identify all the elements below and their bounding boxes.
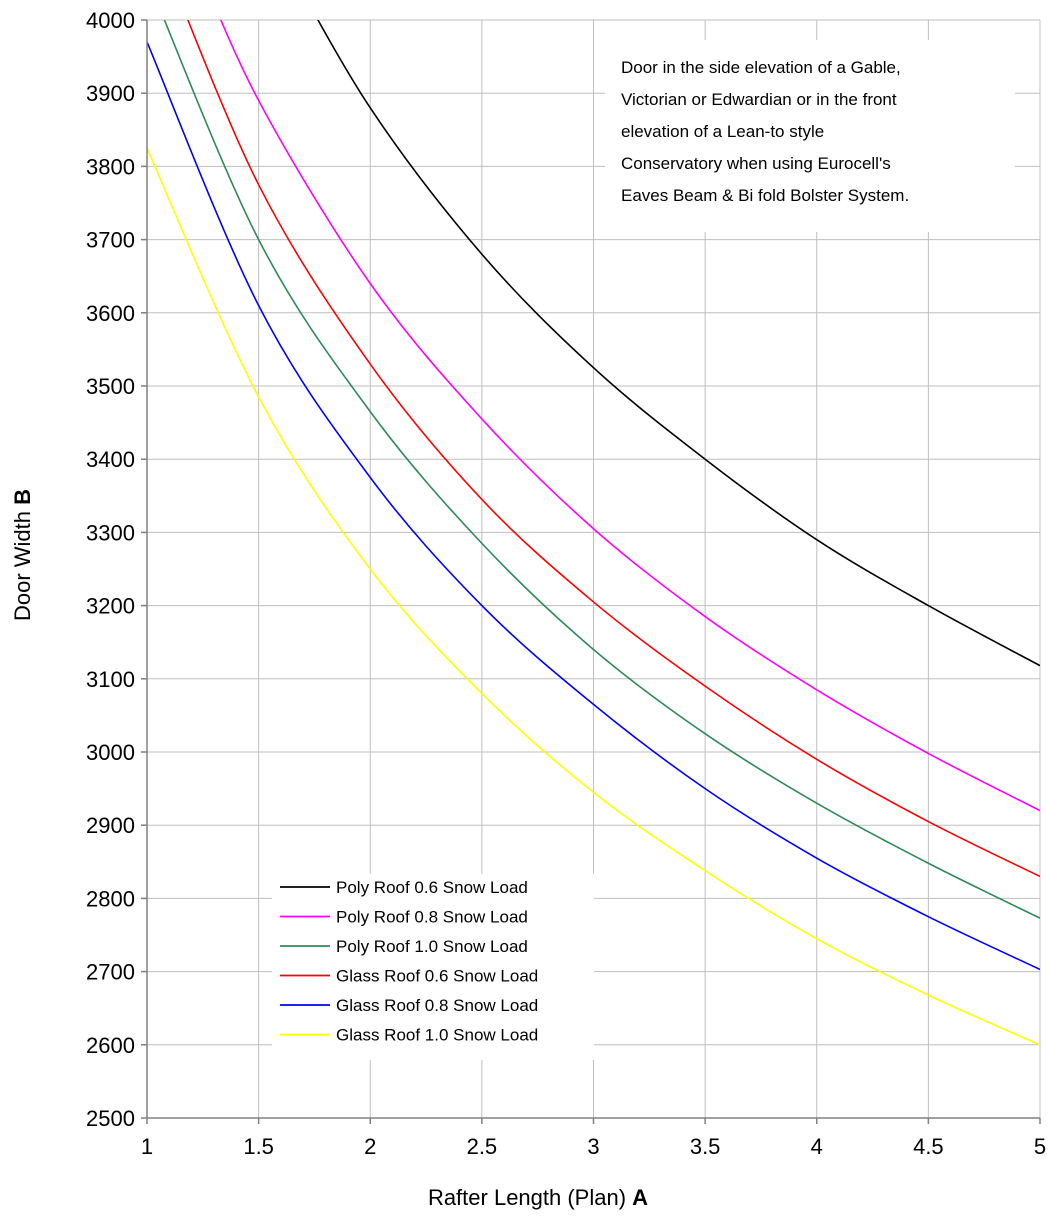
x-tick-label: 1.5 [243, 1134, 274, 1159]
annotation-background [605, 40, 1015, 232]
x-axis-title-bold: A [632, 1185, 648, 1210]
y-tick-label: 3500 [86, 374, 135, 399]
y-axis-title-text: Door Width [10, 511, 35, 621]
y-tick-label: 2600 [86, 1033, 135, 1058]
y-tick-label: 3700 [86, 228, 135, 253]
series-line-3 [163, 20, 1040, 919]
y-tick-label: 4000 [86, 8, 135, 33]
legend-entry: Glass Roof 0.8 Snow Load [336, 996, 538, 1015]
annotation-line: Victorian or Edwardian or in the front [621, 90, 897, 109]
annotation-box: Door in the side elevation of a Gable, Vi… [605, 40, 1015, 232]
y-tick-label: 3100 [86, 667, 135, 692]
annotation-text: Door in the side elevation of a Gable, Vi… [621, 58, 909, 205]
x-axis-title: Rafter Length (Plan) A [428, 1185, 648, 1210]
x-tick-label: 5 [1034, 1134, 1046, 1159]
y-tick-label: 3400 [86, 447, 135, 472]
y-axis-title-bold: B [10, 489, 35, 505]
legend-entry: Poly Roof 0.6 Snow Load [336, 878, 528, 897]
y-tick-label: 3600 [86, 301, 135, 326]
series-line-4 [187, 20, 1040, 878]
x-tick-label: 2 [364, 1134, 376, 1159]
annotation-line: elevation of a Lean-to style [621, 122, 824, 141]
x-tick-label: 4.5 [913, 1134, 944, 1159]
y-tick-label: 2500 [86, 1106, 135, 1131]
series-line-1 [317, 20, 1040, 667]
annotation-line: Door in the side elevation of a Gable, [621, 58, 901, 77]
legend-background [272, 874, 594, 1060]
series-line-6 [147, 147, 1040, 1046]
axes [141, 19, 1041, 1124]
legend-entry: Poly Roof 0.8 Snow Load [336, 908, 528, 927]
y-tick-label: 2700 [86, 960, 135, 985]
y-tick-label: 3000 [86, 740, 135, 765]
x-tick-label: 1 [141, 1134, 153, 1159]
y-axis-title: Door Width B [10, 489, 35, 621]
y-tick-label: 3900 [86, 81, 135, 106]
x-tick-labels: 1 1.5 2 2.5 3 3.5 4 4.5 5 [141, 1134, 1046, 1159]
series-lines [147, 20, 1040, 1046]
legend-entry: Glass Roof 0.6 Snow Load [336, 967, 538, 986]
x-tick-label: 3 [587, 1134, 599, 1159]
annotation-line: Conservatory when using Eurocell's [621, 154, 891, 173]
y-tick-label: 2900 [86, 813, 135, 838]
x-tick-label: 4 [811, 1134, 823, 1159]
series-line-5 [147, 41, 1040, 971]
legend: Poly Roof 0.6 Snow Load Poly Roof 0.8 Sno… [272, 874, 594, 1060]
legend-entry: Glass Roof 1.0 Snow Load [336, 1026, 538, 1045]
series-line-2 [219, 20, 1040, 812]
legend-entry: Poly Roof 1.0 Snow Load [336, 937, 528, 956]
y-tick-label: 3200 [86, 594, 135, 619]
y-tick-label: 3300 [86, 520, 135, 545]
y-tick-label: 2800 [86, 886, 135, 911]
x-tick-label: 2.5 [467, 1134, 498, 1159]
y-tick-labels: 2500 2600 2700 2800 2900 3000 3100 3200 3300 3400… [86, 8, 135, 1131]
x-axis-title-text: Rafter Length (Plan) [428, 1185, 626, 1210]
x-tick-label: 3.5 [690, 1134, 721, 1159]
annotation-line: Eaves Beam & Bi fold Bolster System. [621, 186, 909, 205]
y-tick-label: 3800 [86, 154, 135, 179]
